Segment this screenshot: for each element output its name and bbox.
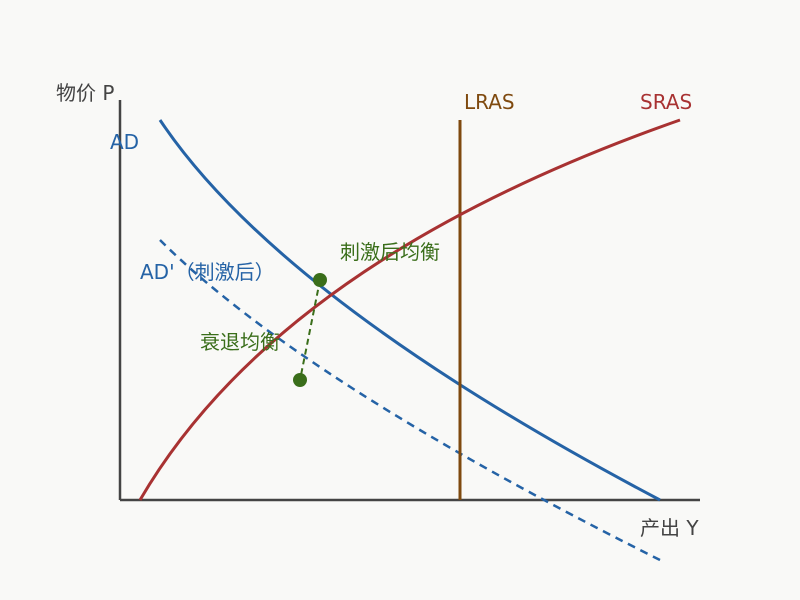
sras-curve (138, 118, 681, 501)
ad-shifted-curve (159, 239, 661, 562)
ad-shifted-label: AD'（刺激后） (140, 260, 275, 284)
stimulus-point (313, 273, 327, 287)
sras-label: SRAS (640, 90, 692, 114)
shift-connector (299, 279, 321, 381)
stimulus-label: 刺激后均衡 (340, 240, 440, 264)
recession-point (293, 373, 307, 387)
x-axis-label: 产出 Y (640, 516, 699, 540)
ad-label: AD (110, 130, 139, 154)
ad-curve (158, 119, 661, 502)
y-axis-label: 物价 P (56, 81, 114, 105)
lras-label: LRAS (464, 90, 515, 114)
recession-label: 衰退均衡 (200, 330, 280, 354)
